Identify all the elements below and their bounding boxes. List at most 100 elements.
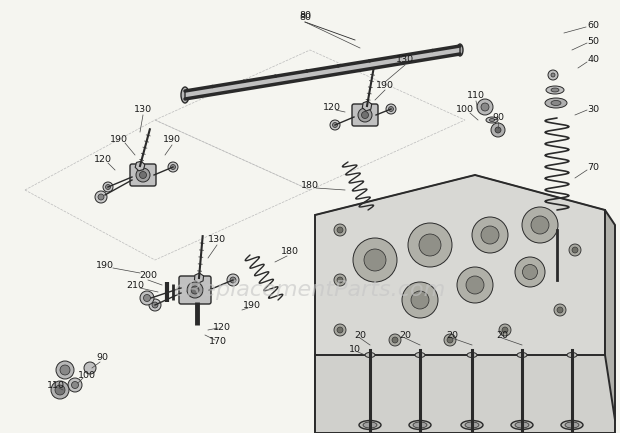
Polygon shape (185, 46, 460, 99)
Text: 20: 20 (496, 330, 508, 339)
Circle shape (55, 385, 65, 395)
Text: eReplacementParts.com: eReplacementParts.com (174, 280, 446, 300)
Circle shape (499, 324, 511, 336)
Circle shape (392, 337, 398, 343)
Text: 200: 200 (139, 271, 157, 279)
Polygon shape (605, 210, 615, 430)
FancyBboxPatch shape (352, 104, 378, 126)
Circle shape (168, 162, 178, 172)
Text: 190: 190 (163, 136, 181, 145)
Ellipse shape (467, 352, 477, 358)
Ellipse shape (511, 420, 533, 430)
Circle shape (227, 274, 239, 286)
Circle shape (554, 304, 566, 316)
Ellipse shape (415, 352, 425, 358)
Circle shape (466, 276, 484, 294)
Text: 130: 130 (396, 55, 414, 65)
Circle shape (481, 226, 499, 244)
Circle shape (389, 107, 394, 112)
Circle shape (386, 104, 396, 114)
Circle shape (481, 103, 489, 111)
Text: 120: 120 (94, 155, 112, 165)
Circle shape (572, 247, 578, 253)
Circle shape (399, 54, 402, 57)
Polygon shape (315, 175, 605, 395)
Circle shape (140, 291, 154, 305)
Ellipse shape (181, 87, 189, 103)
Circle shape (569, 244, 581, 256)
Circle shape (472, 217, 508, 253)
Circle shape (211, 85, 214, 88)
Text: 100: 100 (78, 371, 96, 379)
Text: 110: 110 (47, 381, 65, 390)
Circle shape (495, 127, 501, 133)
Circle shape (361, 112, 368, 119)
Ellipse shape (465, 422, 479, 428)
Circle shape (332, 123, 337, 127)
Text: 210: 210 (126, 281, 144, 290)
Text: 40: 40 (587, 55, 599, 65)
Circle shape (522, 207, 558, 243)
Circle shape (337, 277, 343, 283)
Circle shape (457, 267, 493, 303)
Text: 180: 180 (301, 181, 319, 190)
Ellipse shape (515, 422, 529, 428)
Circle shape (68, 378, 82, 392)
Ellipse shape (551, 100, 561, 106)
Circle shape (419, 234, 441, 256)
Circle shape (305, 70, 308, 73)
Circle shape (444, 334, 456, 346)
Ellipse shape (486, 117, 498, 123)
Polygon shape (315, 355, 615, 433)
Circle shape (337, 327, 343, 333)
Text: 30: 30 (587, 106, 599, 114)
Circle shape (353, 238, 397, 282)
Circle shape (187, 282, 203, 298)
Text: 80: 80 (299, 13, 311, 23)
Text: 80: 80 (299, 11, 311, 20)
Text: 190: 190 (110, 136, 128, 145)
Ellipse shape (546, 86, 564, 94)
Circle shape (60, 365, 70, 375)
Circle shape (337, 227, 343, 233)
Circle shape (334, 324, 346, 336)
Text: 120: 120 (213, 323, 231, 333)
Circle shape (334, 274, 346, 286)
Text: 170: 170 (209, 337, 227, 346)
Circle shape (56, 361, 74, 379)
Ellipse shape (565, 422, 579, 428)
Text: 190: 190 (376, 81, 394, 90)
Circle shape (84, 362, 96, 374)
Text: 70: 70 (587, 164, 599, 172)
Ellipse shape (457, 44, 463, 56)
Text: 130: 130 (208, 236, 226, 245)
Text: 100: 100 (456, 106, 474, 114)
Polygon shape (195, 273, 203, 283)
Circle shape (337, 65, 340, 68)
Text: 110: 110 (467, 91, 485, 100)
Text: 60: 60 (587, 20, 599, 29)
Circle shape (402, 282, 438, 318)
Text: 180: 180 (281, 248, 299, 256)
Circle shape (136, 168, 150, 182)
Circle shape (548, 70, 558, 80)
Circle shape (557, 307, 563, 313)
Ellipse shape (461, 420, 483, 430)
Ellipse shape (363, 422, 377, 428)
Text: 190: 190 (243, 301, 261, 310)
Text: 130: 130 (134, 106, 152, 114)
Ellipse shape (551, 88, 559, 92)
Circle shape (358, 108, 372, 122)
Polygon shape (362, 101, 372, 111)
Circle shape (431, 49, 434, 52)
Circle shape (515, 257, 545, 287)
Circle shape (368, 59, 371, 62)
Text: 120: 120 (323, 103, 341, 113)
Circle shape (191, 286, 199, 294)
FancyBboxPatch shape (179, 276, 211, 304)
Circle shape (143, 294, 151, 301)
Circle shape (170, 165, 175, 169)
Ellipse shape (409, 420, 431, 430)
Circle shape (551, 73, 555, 77)
Text: 20: 20 (354, 330, 366, 339)
